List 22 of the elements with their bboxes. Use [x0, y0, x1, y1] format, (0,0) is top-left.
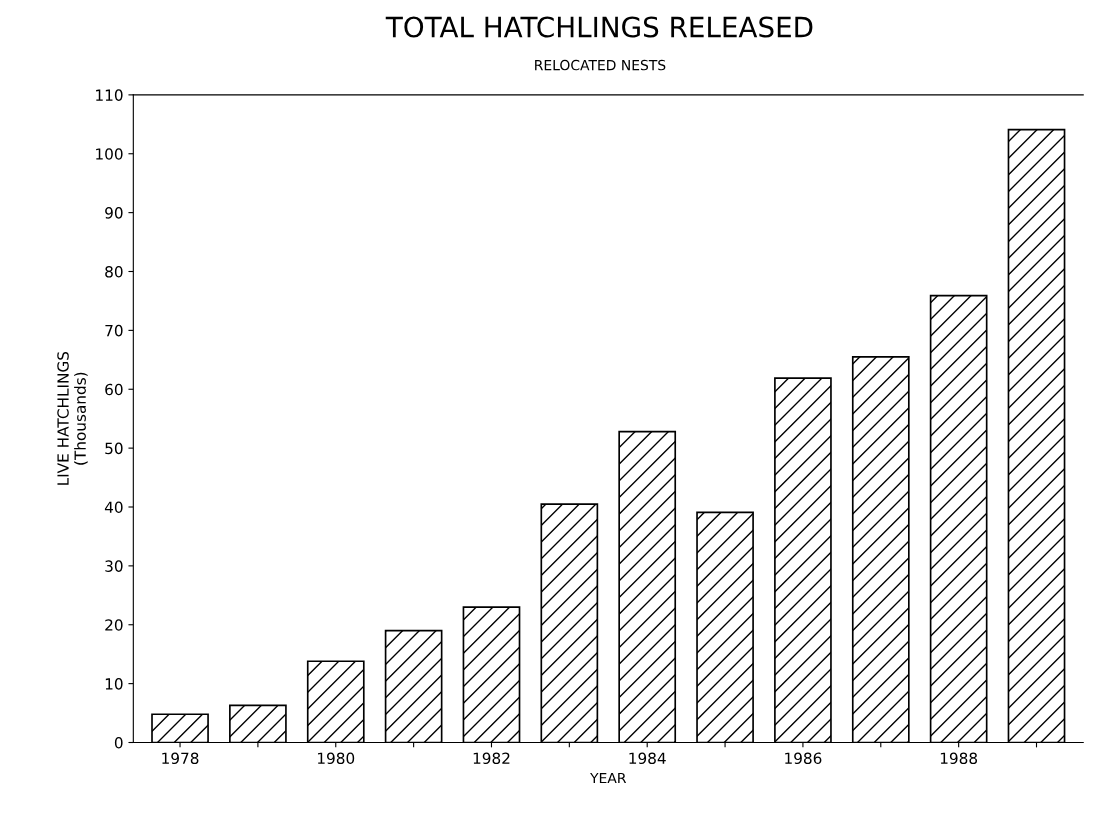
y-axis-title: LIVE HATCHLINGS (Thousands): [57, 351, 88, 485]
y-tick-label: 40: [104, 501, 123, 514]
y-tick-label: 60: [105, 383, 123, 396]
y-tick-label: 20: [105, 619, 123, 631]
y-tick-label: 90: [105, 207, 123, 219]
x-tick-label: 1980: [318, 752, 355, 765]
x-tick-label: 1982: [473, 752, 510, 765]
x-tick-label: 1978: [162, 752, 199, 765]
y-tick-label: 30: [105, 560, 123, 572]
y-tick-label: 70: [105, 324, 123, 337]
x-axis-title: YEAR: [590, 772, 627, 784]
x-tick-label: 1988: [940, 752, 978, 765]
y-tick-label: 80: [105, 265, 123, 278]
y-tick-label: 10: [105, 678, 123, 690]
y-tick-label: 100: [96, 148, 123, 160]
x-tick-label: 1984: [629, 752, 666, 765]
y-tick-label: 50: [105, 442, 123, 455]
chart-title: TOTAL HATCHLINGS RELEASED: [385, 16, 813, 38]
chart-subtitle: RELOCATED NESTS: [535, 59, 666, 71]
x-tick-label: 1986: [785, 752, 822, 765]
y-tick-label: 110: [96, 89, 123, 101]
y-tick-label: 0: [114, 736, 123, 749]
